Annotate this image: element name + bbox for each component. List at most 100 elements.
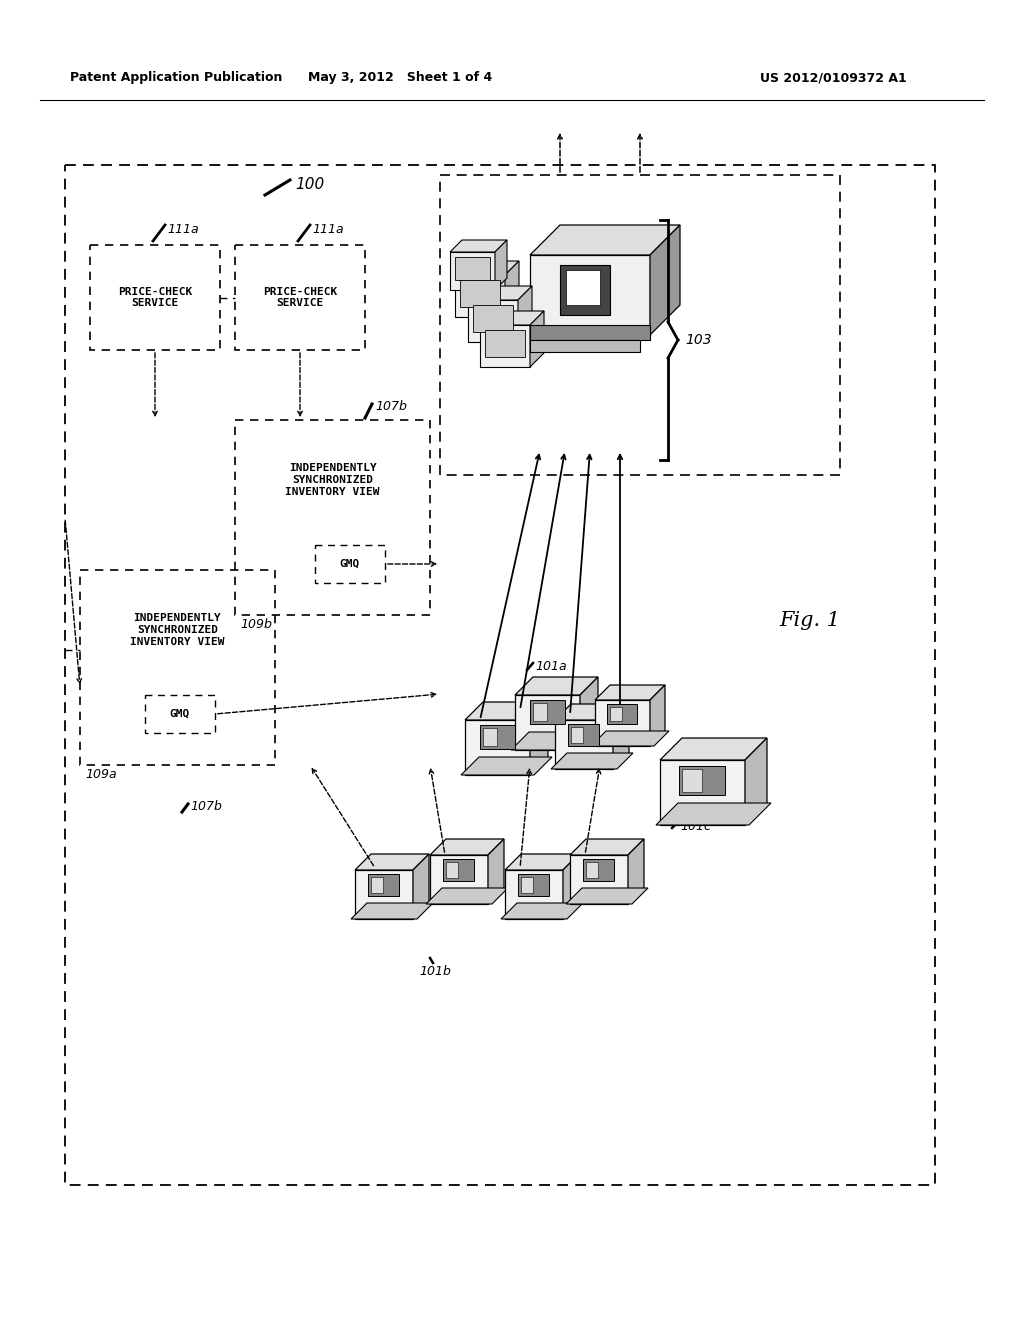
Text: 107b: 107b [190, 800, 222, 813]
Polygon shape [650, 224, 680, 335]
Polygon shape [530, 702, 548, 775]
Polygon shape [480, 312, 544, 325]
Polygon shape [455, 275, 505, 317]
Polygon shape [555, 704, 629, 719]
Text: 111a: 111a [312, 223, 344, 236]
Polygon shape [566, 888, 648, 904]
Polygon shape [446, 862, 458, 878]
Polygon shape [650, 685, 665, 746]
Polygon shape [566, 271, 600, 305]
Text: 101c: 101c [680, 820, 711, 833]
Polygon shape [511, 733, 602, 750]
Polygon shape [505, 854, 579, 870]
Text: PRICE-CHECK
SERVICE: PRICE-CHECK SERVICE [263, 286, 337, 309]
Polygon shape [450, 240, 507, 252]
Polygon shape [465, 719, 530, 775]
Polygon shape [483, 729, 497, 746]
Polygon shape [568, 723, 599, 746]
Polygon shape [355, 870, 413, 919]
Polygon shape [521, 876, 534, 894]
Bar [80, 570, 275, 766]
Polygon shape [426, 888, 508, 904]
Polygon shape [679, 766, 725, 795]
Text: May 3, 2012   Sheet 1 of 4: May 3, 2012 Sheet 1 of 4 [308, 71, 493, 84]
Polygon shape [515, 677, 598, 696]
Text: 103: 103 [685, 333, 712, 347]
Polygon shape [613, 704, 629, 770]
Text: 109b: 109b [240, 618, 272, 631]
Bar [145, 696, 215, 733]
Polygon shape [455, 261, 519, 275]
Polygon shape [530, 700, 565, 723]
Polygon shape [371, 876, 383, 894]
Text: 101b: 101b [419, 965, 451, 978]
Text: 101a: 101a [535, 660, 566, 673]
Text: Patent Application Publication: Patent Application Publication [70, 71, 283, 84]
Polygon shape [656, 803, 771, 825]
Text: GMQ: GMQ [170, 709, 190, 719]
Polygon shape [505, 870, 563, 919]
Polygon shape [480, 325, 530, 367]
Text: 111a: 111a [167, 223, 199, 236]
Polygon shape [591, 731, 669, 746]
Polygon shape [518, 286, 532, 342]
Bar [65, 165, 935, 1185]
Polygon shape [501, 903, 583, 919]
Polygon shape [530, 341, 640, 352]
Polygon shape [660, 738, 767, 760]
Text: US 2012/0109372 A1: US 2012/0109372 A1 [760, 71, 906, 84]
Polygon shape [465, 702, 548, 719]
Polygon shape [515, 696, 580, 750]
Bar [234, 420, 430, 615]
Polygon shape [530, 325, 650, 341]
Polygon shape [583, 859, 614, 880]
Polygon shape [518, 874, 549, 896]
Polygon shape [551, 752, 633, 770]
Polygon shape [468, 300, 518, 342]
Text: 109a: 109a [85, 768, 117, 781]
Text: PRICE-CHECK
SERVICE: PRICE-CHECK SERVICE [118, 286, 193, 309]
Polygon shape [607, 704, 637, 723]
Polygon shape [443, 859, 474, 880]
Polygon shape [560, 265, 610, 315]
Polygon shape [570, 855, 628, 904]
Text: 107b: 107b [375, 400, 407, 413]
Polygon shape [480, 725, 515, 748]
Polygon shape [351, 903, 433, 919]
Polygon shape [571, 727, 583, 743]
Polygon shape [495, 240, 507, 290]
Polygon shape [461, 756, 552, 775]
Polygon shape [468, 286, 532, 300]
Text: INDEPENDENTLY
SYNCHRONIZED
INVENTORY VIEW: INDEPENDENTLY SYNCHRONIZED INVENTORY VIE… [286, 463, 380, 496]
Text: 100: 100 [295, 177, 325, 191]
Polygon shape [413, 854, 429, 919]
Polygon shape [430, 840, 504, 855]
Text: Fig. 1: Fig. 1 [779, 610, 841, 630]
Polygon shape [368, 874, 399, 896]
Polygon shape [595, 700, 650, 746]
Polygon shape [530, 312, 544, 367]
Polygon shape [430, 855, 488, 904]
Bar [234, 246, 365, 350]
Polygon shape [586, 862, 598, 878]
Polygon shape [355, 854, 429, 870]
Polygon shape [555, 719, 613, 770]
Polygon shape [450, 252, 495, 290]
Bar [315, 545, 385, 583]
Polygon shape [530, 224, 680, 255]
Polygon shape [473, 305, 513, 333]
Bar [90, 246, 220, 350]
Polygon shape [660, 760, 745, 825]
Polygon shape [530, 255, 650, 335]
Polygon shape [488, 840, 504, 904]
Polygon shape [460, 280, 500, 308]
Polygon shape [628, 840, 644, 904]
Polygon shape [682, 770, 702, 792]
Polygon shape [595, 685, 665, 700]
Polygon shape [570, 840, 644, 855]
Polygon shape [563, 854, 579, 919]
Polygon shape [505, 261, 519, 317]
Bar [440, 176, 840, 475]
Polygon shape [485, 330, 525, 356]
Polygon shape [534, 704, 547, 721]
